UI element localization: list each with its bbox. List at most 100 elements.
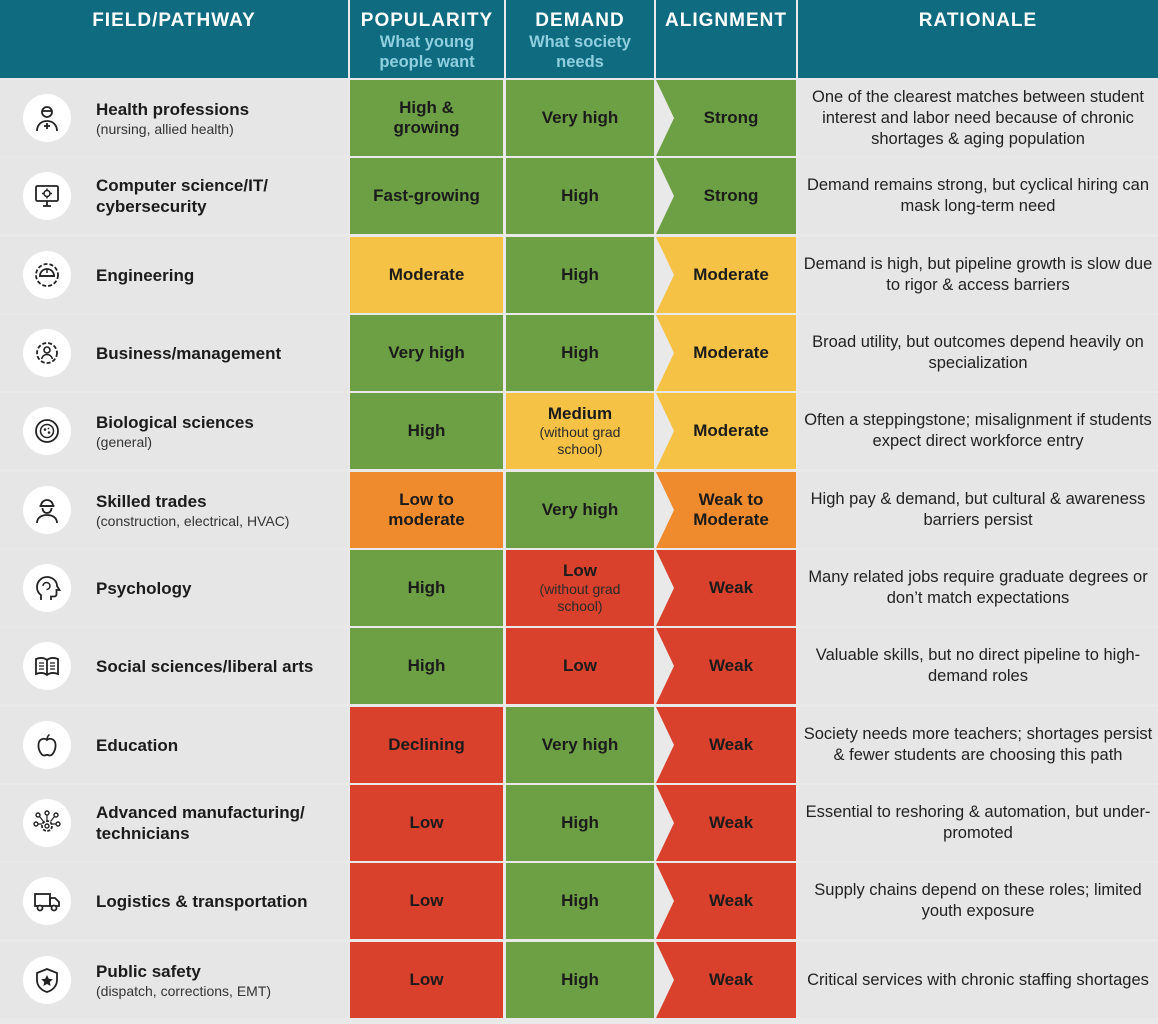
alignment-value: Strong xyxy=(703,186,759,205)
field-text: Social sciences/liberal arts xyxy=(96,628,346,704)
demand-cell: Very high xyxy=(506,80,654,156)
field-subtitle: (nursing, allied health) xyxy=(96,120,234,137)
demand-cell: High xyxy=(506,785,654,861)
alignment-value: Weak xyxy=(708,813,754,832)
field-icon-badge xyxy=(23,642,71,690)
truck-icon xyxy=(34,893,60,912)
alignment-cell: Weak xyxy=(656,628,796,704)
field-name: Skilled trades xyxy=(96,491,207,511)
rationale-cell: One of the clearest matches between stud… xyxy=(798,80,1158,156)
rationale-cell: Supply chains depend on these roles; lim… xyxy=(798,863,1158,939)
field-name: Psychology xyxy=(96,578,192,598)
brain-head-icon xyxy=(36,576,61,600)
field-name: Business/management xyxy=(96,343,282,363)
rationale-cell: High pay & demand, but cultural & awaren… xyxy=(798,472,1158,548)
cell-icon xyxy=(35,419,59,443)
field-text: Skilled trades (construction, electrical… xyxy=(96,472,346,548)
demand-value: Medium xyxy=(547,404,613,423)
field-text: Public safety (dispatch, corrections, EM… xyxy=(96,942,346,1018)
hardhat-gear-icon xyxy=(35,263,59,287)
tradesperson-icon xyxy=(36,499,58,524)
gear-network-icon xyxy=(33,810,61,832)
popularity-cell: High xyxy=(350,550,503,626)
alignment-value: Weak xyxy=(708,970,754,989)
rationale-cell: Valuable skills, but no direct pipeline … xyxy=(798,628,1158,704)
popularity-value: Moderate xyxy=(388,265,465,284)
popularity-value: High & growing xyxy=(393,98,460,137)
alignment-value: Strong xyxy=(703,108,759,127)
popularity-value: Very high xyxy=(388,343,465,362)
field-icon-badge xyxy=(23,329,71,377)
popularity-cell: High xyxy=(350,393,503,469)
field-name: Computer science/IT/ cybersecurity xyxy=(96,176,268,216)
table-row: Logistics & transportation Low High Weak… xyxy=(0,863,1158,939)
demand-cell: High xyxy=(506,942,654,1018)
header-divider xyxy=(504,0,506,78)
header-field: FIELD/PATHWAY xyxy=(92,10,256,31)
open-book-icon xyxy=(35,657,59,677)
alignment-value: Weak to Moderate xyxy=(693,490,769,529)
table-row: Psychology High Low (without grad school… xyxy=(0,550,1158,626)
popularity-cell: Low xyxy=(350,863,503,939)
field-icon-badge xyxy=(23,721,71,769)
field-text: Engineering xyxy=(96,237,346,313)
field-subtitle: (dispatch, corrections, EMT) xyxy=(96,982,272,999)
popularity-cell: Low xyxy=(350,785,503,861)
field-icon-badge xyxy=(23,251,71,299)
alignment-value: Weak xyxy=(708,891,754,910)
alignment-cell: Moderate xyxy=(656,393,796,469)
chevron-divider xyxy=(656,80,674,156)
popularity-value: High xyxy=(407,656,446,675)
field-text: Advanced manufacturing/ technicians xyxy=(96,785,346,861)
alignment-value: Moderate xyxy=(693,343,769,362)
rationale-text: Valuable skills, but no direct pipeline … xyxy=(815,646,1141,685)
rationale-text: Essential to reshoring & automation, but… xyxy=(805,803,1151,842)
rationale-text: Supply chains depend on these roles; lim… xyxy=(814,881,1142,920)
popularity-cell: Low to moderate xyxy=(350,472,503,548)
field-name: Logistics & transportation xyxy=(96,891,308,911)
field-icon-badge xyxy=(23,799,71,847)
field-name: Social sciences/liberal arts xyxy=(96,656,314,676)
field-text: Education xyxy=(96,707,346,783)
field-cell: Computer science/IT/ cybersecurity xyxy=(0,158,348,234)
demand-cell: Very high xyxy=(506,707,654,783)
chevron-divider xyxy=(656,863,674,939)
demand-cell: Low (without grad school) xyxy=(506,550,654,626)
demand-value: Very high xyxy=(541,108,619,127)
table-row: Computer science/IT/ cybersecurity Fast-… xyxy=(0,158,1158,234)
table-row: Biological sciences (general) High Mediu… xyxy=(0,393,1158,469)
demand-value: High xyxy=(561,970,599,989)
field-text: Health professions (nursing, allied heal… xyxy=(96,80,346,156)
rationale-text: Demand is high, but pipeline growth is s… xyxy=(803,255,1153,294)
rationale-text: Demand remains strong, but cyclical hiri… xyxy=(806,176,1150,215)
field-cell: Social sciences/liberal arts xyxy=(0,628,348,704)
popularity-value: High xyxy=(407,578,446,597)
demand-value: High xyxy=(561,265,599,284)
table-header: FIELD/PATHWAY POPULARITY What young peop… xyxy=(0,0,1158,78)
header-alignment: ALIGNMENT xyxy=(665,10,787,31)
popularity-cell: High & growing xyxy=(350,80,503,156)
table-row: Social sciences/liberal arts High Low We… xyxy=(0,628,1158,704)
rationale-text: Critical services with chronic staffing … xyxy=(807,970,1149,989)
field-cell: Health professions (nursing, allied heal… xyxy=(0,80,348,156)
alignment-value: Weak xyxy=(708,578,754,597)
field-cell: Skilled trades (construction, electrical… xyxy=(0,472,348,548)
header-divider xyxy=(796,0,798,78)
rationale-text: Society needs more teachers; shortages p… xyxy=(803,725,1153,764)
popularity-value: Low xyxy=(409,970,444,989)
popularity-value: Low xyxy=(409,813,444,832)
field-subtitle: (general) xyxy=(96,433,153,450)
popularity-value: Low xyxy=(409,891,444,910)
health-worker-icon xyxy=(36,106,58,132)
chevron-divider xyxy=(656,628,674,704)
popularity-cell: Declining xyxy=(350,707,503,783)
field-name: Health professions xyxy=(96,99,250,119)
rationale-cell: Demand is high, but pipeline growth is s… xyxy=(798,237,1158,313)
field-cell: Psychology xyxy=(0,550,348,626)
rationale-text: One of the clearest matches between stud… xyxy=(811,87,1145,148)
rationale-cell: Critical services with chronic staffing … xyxy=(798,942,1158,1018)
chevron-divider xyxy=(656,550,674,626)
demand-value: High xyxy=(561,813,599,832)
alignment-value: Weak xyxy=(708,735,754,754)
